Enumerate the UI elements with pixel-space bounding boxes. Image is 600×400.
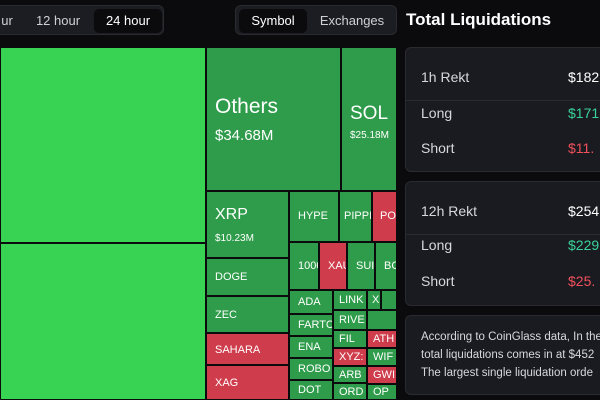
tile-value: $34.68M bbox=[215, 127, 274, 144]
long-label: Long bbox=[421, 105, 453, 121]
treemap-tile-x[interactable]: X bbox=[367, 290, 381, 310]
tile-value: $25.18M bbox=[350, 130, 389, 141]
treemap-tile-sahara[interactable]: SAHARA bbox=[206, 333, 289, 365]
card-total: $182. bbox=[568, 69, 600, 85]
tile-name: Others bbox=[215, 95, 279, 118]
tile-name: WIF bbox=[373, 351, 394, 363]
tile-name: XAU bbox=[328, 260, 346, 272]
treemap-tile-ena[interactable]: ENA bbox=[289, 336, 333, 358]
long-value: $229. bbox=[568, 237, 600, 253]
tile-name: X bbox=[372, 294, 380, 306]
treemap-tile-xrp[interactable]: XRP $10.23M bbox=[206, 191, 289, 258]
treemap-tile-xyz[interactable]: XYZ: bbox=[333, 348, 367, 366]
treemap-tile-arb[interactable]: ARB bbox=[333, 366, 367, 383]
tile-name: PIPPI bbox=[344, 210, 372, 222]
tile-name: ENA bbox=[298, 341, 321, 353]
treemap-tile-xau[interactable]: XAU bbox=[319, 242, 347, 290]
liquidation-summary-note: According to CoinGlass data, In the tota… bbox=[405, 315, 600, 395]
note-line: The largest single liquidation orde bbox=[421, 367, 593, 379]
note-line: total liquidations comes in at $452 bbox=[421, 349, 595, 361]
treemap-tile-small-2[interactable] bbox=[367, 310, 397, 330]
card-divider bbox=[406, 234, 600, 235]
timeframe-option-4h[interactable]: ur bbox=[1, 13, 13, 28]
treemap-tile-1000[interactable]: 1000 bbox=[289, 242, 319, 290]
tile-name: ADA bbox=[298, 296, 321, 308]
treemap-tile-sui[interactable]: SUI bbox=[347, 242, 375, 290]
tile-name: SOL bbox=[350, 103, 389, 124]
short-label: Short bbox=[421, 273, 455, 289]
treemap-tile-ath[interactable]: ATH bbox=[367, 330, 397, 348]
long-label: Long bbox=[421, 237, 453, 253]
tile-name: XAG bbox=[215, 377, 239, 389]
timeframe-option-12h[interactable]: 12 hour bbox=[35, 13, 81, 28]
rekt-card-12h: 12h Rekt $254. Long $229. Short $25. bbox=[405, 181, 600, 306]
tile-name: GWI bbox=[373, 369, 395, 381]
view-option-exchanges[interactable]: Exchanges bbox=[319, 13, 385, 28]
view-option-symbol[interactable]: Symbol bbox=[239, 9, 307, 33]
timeframe-option-24h[interactable]: 24 hour bbox=[94, 9, 162, 33]
treemap-tile-doge[interactable]: DOGE bbox=[206, 258, 289, 296]
tile-name: FIL bbox=[339, 333, 355, 345]
treemap-tile-ord[interactable]: ORD bbox=[333, 383, 367, 400]
tile-name: DOGE bbox=[215, 271, 248, 283]
tile-name: LINK bbox=[339, 294, 364, 306]
treemap-tile-bc[interactable]: BC bbox=[375, 242, 397, 290]
treemap-tile-pov[interactable]: POV bbox=[372, 191, 397, 242]
treemap-tile-others[interactable]: Others $34.68M bbox=[206, 47, 341, 191]
tile-name: SAHARA bbox=[215, 344, 261, 356]
panel-title: Total Liquidations bbox=[406, 10, 552, 29]
treemap-tile-gwei[interactable]: GWI bbox=[367, 366, 397, 384]
treemap-tile-link[interactable]: LINK bbox=[333, 290, 367, 310]
treemap-tile-zec[interactable]: ZEC bbox=[206, 296, 289, 333]
tile-name: 1000 bbox=[298, 260, 318, 272]
treemap-tile-op[interactable]: OP bbox=[367, 384, 397, 400]
treemap-tile-fil[interactable]: FIL bbox=[333, 330, 367, 348]
note-line: According to CoinGlass data, In the bbox=[421, 331, 600, 343]
treemap-tile-dot[interactable]: DOT bbox=[289, 380, 333, 400]
tile-name: SUI bbox=[356, 260, 375, 272]
treemap-tile-fartcoin[interactable]: FARTC bbox=[289, 314, 333, 336]
tile-name: ORD bbox=[339, 386, 364, 398]
view-selector: Symbol Exchanges bbox=[235, 5, 397, 35]
timeframe-selector: ur 12 hour 24 hour bbox=[0, 5, 164, 35]
short-label: Short bbox=[421, 140, 455, 156]
tile-value: $10.23M bbox=[215, 233, 254, 244]
card-total: $254. bbox=[568, 203, 600, 219]
tile-name: ZEC bbox=[215, 309, 237, 321]
long-value: $171. bbox=[568, 105, 600, 121]
treemap-tile-wif[interactable]: WIF bbox=[367, 348, 397, 366]
tile-name: FARTC bbox=[298, 319, 333, 331]
card-divider bbox=[406, 100, 600, 101]
liquidation-treemap: Others $34.68M SOL $25.18M XRP $10.23M H… bbox=[0, 47, 397, 400]
treemap-tile-btc[interactable] bbox=[0, 47, 206, 243]
tile-name: BC bbox=[384, 260, 396, 272]
treemap-tile-robo[interactable]: ROBO bbox=[289, 358, 333, 380]
treemap-tile-small-1[interactable] bbox=[381, 290, 397, 310]
tile-name: XRP bbox=[215, 206, 248, 223]
treemap-tile-pippin[interactable]: PIPPI bbox=[339, 191, 372, 242]
tile-name: HYPE bbox=[298, 210, 328, 222]
tile-name: RIVE bbox=[339, 314, 365, 326]
treemap-tile-ada[interactable]: ADA bbox=[289, 290, 333, 314]
tile-name: POV bbox=[380, 210, 396, 222]
treemap-tile-sol[interactable]: SOL $25.18M bbox=[341, 47, 397, 191]
tile-name: ATH bbox=[373, 333, 395, 345]
card-period: 1h Rekt bbox=[421, 69, 470, 85]
treemap-tile-hype[interactable]: HYPE bbox=[289, 191, 339, 242]
rekt-card-1h: 1h Rekt $182. Long $171. Short $11. bbox=[405, 47, 600, 172]
tile-name: ROBO bbox=[298, 363, 331, 375]
treemap-tile-eth[interactable] bbox=[0, 243, 206, 400]
treemap-tile-river[interactable]: RIVE bbox=[333, 310, 367, 330]
short-value: $25. bbox=[568, 273, 596, 289]
tile-name: OP bbox=[373, 386, 389, 398]
card-period: 12h Rekt bbox=[421, 203, 478, 219]
short-value: $11. bbox=[568, 140, 595, 156]
tile-name: ARB bbox=[339, 369, 362, 381]
tile-name: DOT bbox=[298, 384, 322, 396]
treemap-tile-xag[interactable]: XAG bbox=[206, 365, 289, 400]
tile-name: XYZ: bbox=[339, 351, 364, 363]
